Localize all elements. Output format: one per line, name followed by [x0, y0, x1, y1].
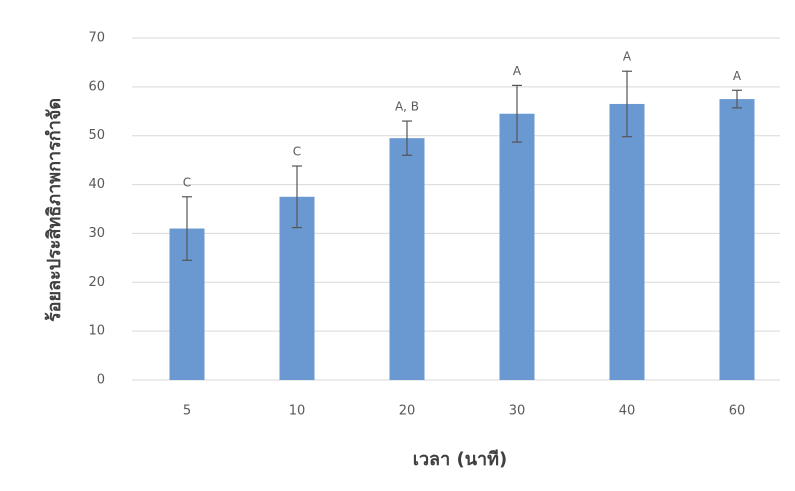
significance-label: C	[293, 145, 301, 159]
y-tick-label: 10	[88, 324, 105, 339]
y-tick-label: 60	[88, 79, 105, 94]
x-axis-title: เวลา (นาที)	[413, 449, 507, 470]
significance-label: A	[623, 50, 632, 64]
bar	[499, 113, 535, 380]
x-tick-label: 20	[399, 404, 416, 419]
bar	[719, 99, 755, 381]
y-tick-label: 20	[88, 275, 105, 290]
y-tick-label: 40	[88, 177, 105, 192]
y-axis-title: ร้อยละประสิทธิภาพการกำจัด	[44, 98, 65, 322]
y-tick-label: 70	[88, 31, 105, 46]
bar	[609, 103, 645, 380]
significance-label: C	[183, 175, 191, 189]
significance-label: A	[733, 69, 742, 83]
bar	[389, 138, 425, 380]
x-tick-label: 40	[619, 404, 636, 419]
significance-label: A, B	[395, 100, 419, 114]
y-tick-label: 0	[97, 373, 105, 388]
y-tick-label: 30	[88, 226, 105, 241]
x-tick-label: 5	[183, 404, 191, 419]
x-tick-label: 30	[509, 404, 526, 419]
x-tick-label: 60	[729, 404, 746, 419]
x-tick-label: 10	[289, 404, 306, 419]
significance-label: A	[513, 64, 522, 78]
y-tick-label: 50	[88, 128, 105, 143]
